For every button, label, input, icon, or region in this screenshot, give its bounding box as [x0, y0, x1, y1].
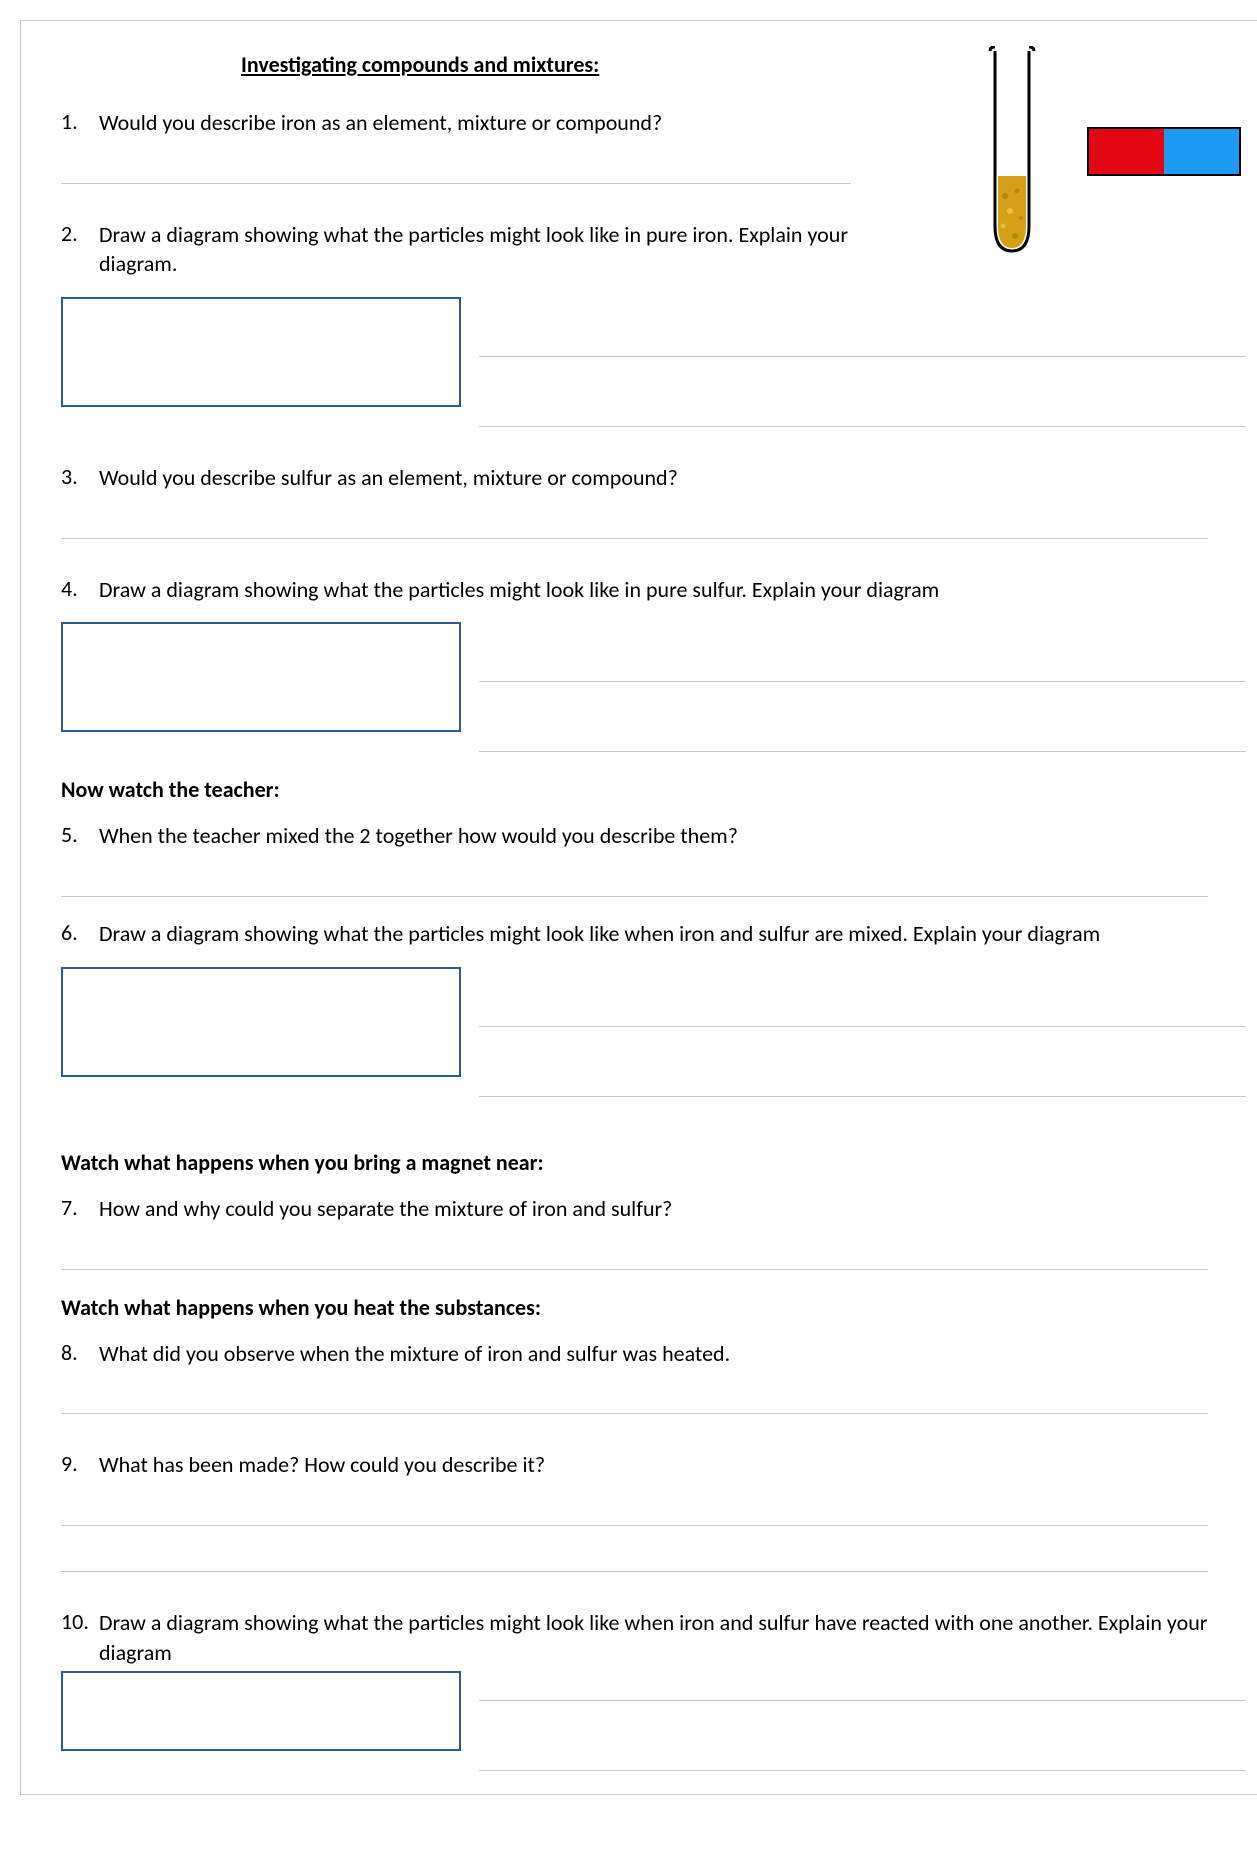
diagram-box-q2 [61, 297, 461, 407]
question-6: Draw a diagram showing what the particle… [61, 919, 1246, 1125]
question-10: Draw a diagram showing what the particle… [61, 1608, 1246, 1771]
heading-heat-substances: Watch what happens when you heat the sub… [61, 1294, 1246, 1321]
question-2-text: Draw a diagram showing what the particle… [99, 220, 919, 279]
question-1: Would you describe iron as an element, m… [61, 108, 1246, 212]
question-list: Would you describe iron as an element, m… [51, 108, 1246, 752]
answer-line [61, 1542, 1208, 1572]
answer-line [479, 1741, 1246, 1771]
question-2: Draw a diagram showing what the particle… [61, 220, 1246, 455]
question-7-text: How and why could you separate the mixtu… [99, 1194, 1246, 1224]
question-3: Would you describe sulfur as an element,… [61, 463, 1246, 567]
worksheet-page: Investigating compounds and mixtures: Wo… [20, 20, 1257, 1795]
diagram-box-q10 [61, 1671, 461, 1751]
question-4: Draw a diagram showing what the particle… [61, 575, 1246, 753]
answer-line [61, 867, 1208, 897]
question-9: What has been made? How could you descri… [61, 1450, 1246, 1600]
answer-line [479, 327, 1246, 357]
question-8-text: What did you observe when the mixture of… [99, 1339, 1246, 1369]
question-1-text: Would you describe iron as an element, m… [99, 108, 919, 138]
question-10-text: Draw a diagram showing what the particle… [99, 1608, 1246, 1667]
heading-watch-teacher: Now watch the teacher: [61, 776, 1246, 803]
question-8: What did you observe when the mixture of… [61, 1339, 1246, 1443]
answer-line [479, 397, 1246, 427]
diagram-box-q6 [61, 967, 461, 1077]
question-7: How and why could you separate the mixtu… [61, 1194, 1246, 1270]
answer-line [479, 722, 1246, 752]
answer-line [61, 1496, 1208, 1526]
question-3-text: Would you describe sulfur as an element,… [99, 463, 1246, 493]
answer-line [479, 1671, 1246, 1701]
answer-line [61, 154, 851, 184]
answer-line [479, 652, 1246, 682]
answer-line [61, 1384, 1208, 1414]
question-5: When the teacher mixed the 2 together ho… [61, 821, 1246, 911]
heading-magnet-near: Watch what happens when you bring a magn… [61, 1149, 1246, 1176]
answer-line [479, 1067, 1246, 1097]
answer-line [479, 997, 1246, 1027]
question-5-text: When the teacher mixed the 2 together ho… [99, 821, 1246, 851]
question-6-text: Draw a diagram showing what the particle… [99, 919, 1246, 949]
question-4-text: Draw a diagram showing what the particle… [99, 575, 1246, 605]
diagram-box-q4 [61, 622, 461, 732]
question-list-4: What did you observe when the mixture of… [51, 1339, 1246, 1772]
question-9-text: What has been made? How could you descri… [99, 1450, 1246, 1480]
question-list-2: When the teacher mixed the 2 together ho… [51, 821, 1246, 1124]
answer-line [61, 1240, 1208, 1270]
answer-line [61, 509, 1208, 539]
question-list-3: How and why could you separate the mixtu… [51, 1194, 1246, 1270]
